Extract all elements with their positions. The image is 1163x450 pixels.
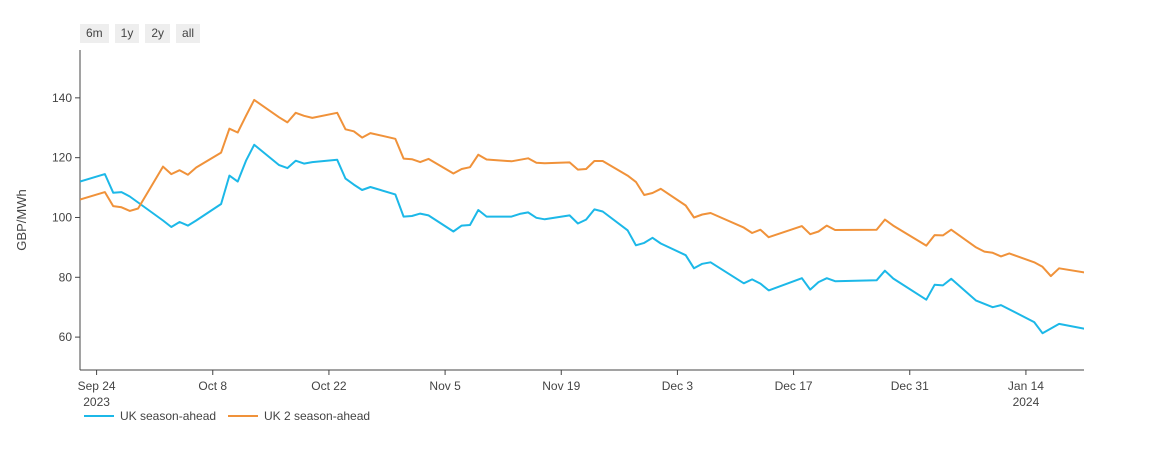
x-tick-year-label: 2023	[83, 395, 110, 409]
range-selector: 6m 1y 2y all	[80, 24, 201, 43]
y-tick-label: 80	[59, 270, 73, 284]
x-tick-label: Dec 3	[662, 379, 694, 393]
x-tick-label: Oct 8	[198, 379, 227, 393]
x-tick-label: Dec 17	[775, 379, 813, 393]
legend-item: UK 2 season-ahead	[228, 409, 370, 423]
series-line-uk-2-season-ahead	[80, 98, 1084, 278]
range-button-1y[interactable]: 1y	[114, 24, 140, 43]
axes: 60 80 100 120 140 GBP/MWh Sep 24 2023 Oct 8 Oct 2…	[14, 50, 1084, 409]
x-tick-label: Dec 31	[891, 379, 929, 393]
legend-item: UK season-ahead	[84, 409, 216, 423]
x-tick-label: Nov 19	[542, 379, 580, 393]
series-line-uk-season-ahead	[80, 143, 1084, 335]
x-tick-label: Oct 22	[311, 379, 347, 393]
range-button-2y[interactable]: 2y	[145, 24, 171, 43]
y-axis-title: GBP/MWh	[14, 189, 29, 250]
range-button-6m[interactable]: 6m	[80, 24, 109, 43]
y-tick-label: 100	[52, 210, 72, 224]
legend: UK season-ahead UK 2 season-ahead	[84, 409, 370, 423]
range-button-all[interactable]: all	[176, 24, 201, 43]
x-tick-label: Jan 14	[1008, 379, 1044, 393]
y-tick-label: 60	[59, 330, 73, 344]
legend-label: UK 2 season-ahead	[264, 409, 370, 423]
x-tick-label: Sep 24	[78, 379, 116, 393]
x-tick-year-label: 2024	[1013, 395, 1040, 409]
y-tick-label: 140	[52, 91, 72, 105]
legend-label: UK season-ahead	[120, 409, 216, 423]
y-tick-label: 120	[52, 151, 72, 165]
series-lines	[80, 98, 1084, 335]
x-tick-label: Nov 5	[429, 379, 461, 393]
